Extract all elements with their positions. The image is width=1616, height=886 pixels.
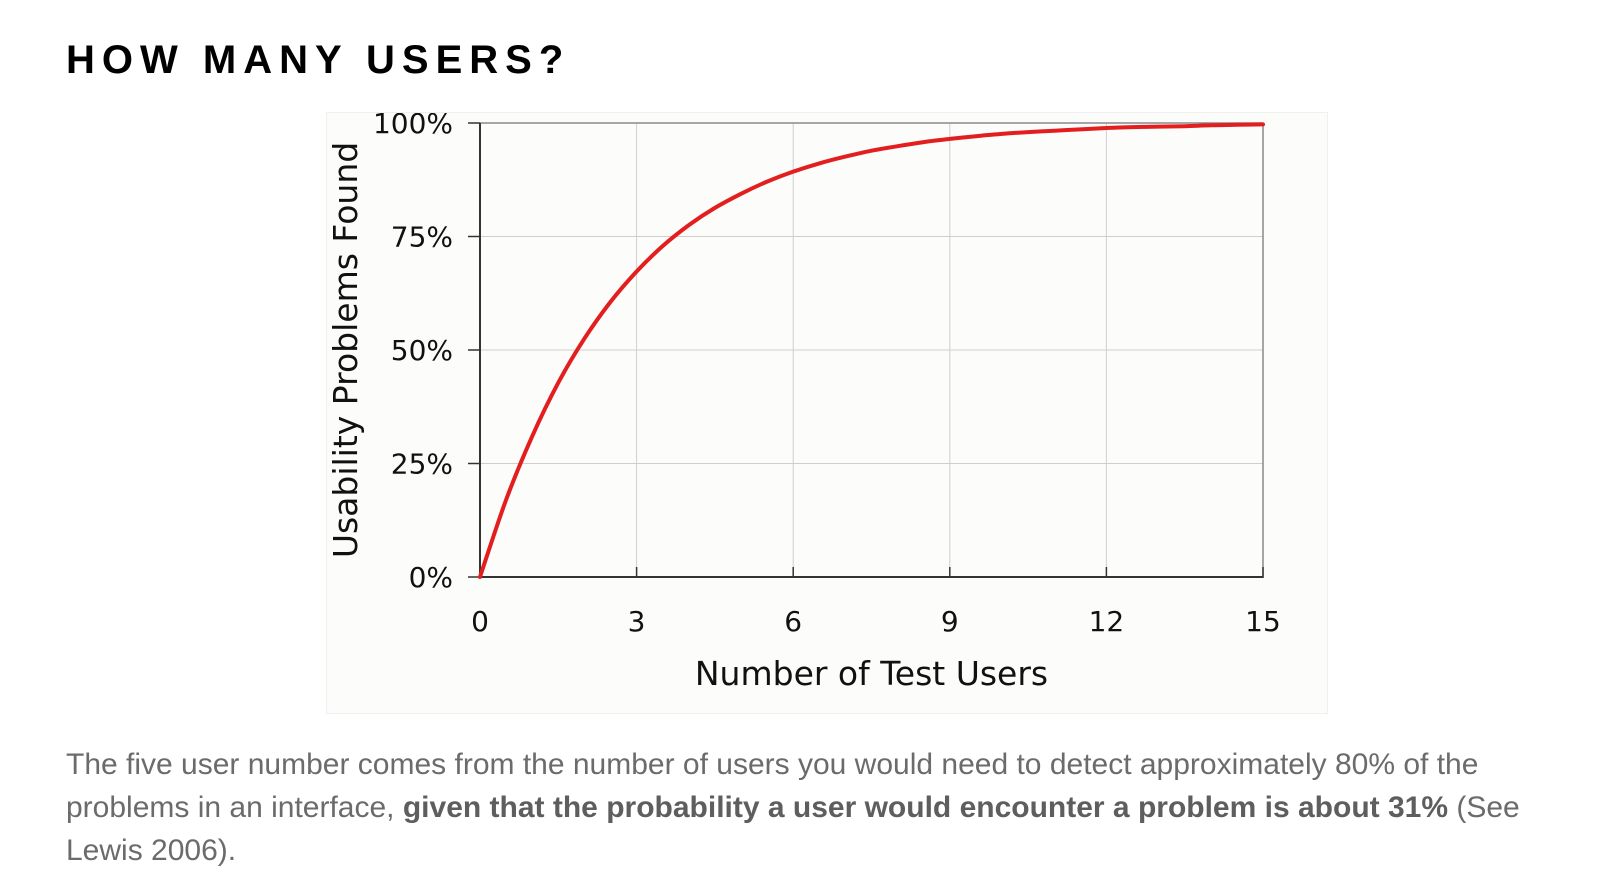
y-tick-label: 100% <box>373 113 453 140</box>
x-tick-label: 15 <box>1245 605 1281 638</box>
x-axis-title: Number of Test Users <box>695 654 1048 693</box>
caption-bold-text: given that the probability a user would … <box>402 791 1449 824</box>
caption-text-after: (See Lewis 2006). <box>66 791 1520 867</box>
chart-frame: 0% 25% 50% 75% 100% 0 3 6 9 12 15 Number of Test Us… <box>326 112 1328 714</box>
caption: The five user number comes from the numb… <box>66 743 1586 872</box>
y-tick-label: 0% <box>409 561 453 594</box>
caption-text-before: The five user number comes from the numb… <box>66 748 1479 824</box>
x-tick-label: 0 <box>471 605 489 638</box>
series-line-0 <box>478 122 1265 579</box>
usability-curve-chart: 0% 25% 50% 75% 100% 0 3 6 9 12 15 Number of Test Us… <box>327 113 1281 693</box>
x-tick-label: 6 <box>784 605 802 638</box>
y-tick-label: 50% <box>391 334 453 367</box>
x-tick-label: 3 <box>628 605 646 638</box>
slide-title: HOW MANY USERS? <box>66 38 571 82</box>
y-tick-label: 75% <box>391 221 453 254</box>
y-tick-label: 25% <box>391 448 453 481</box>
y-axis-title: Usability Problems Found <box>327 142 365 558</box>
x-tick-label: 12 <box>1089 605 1125 638</box>
x-tick-label: 9 <box>941 605 959 638</box>
